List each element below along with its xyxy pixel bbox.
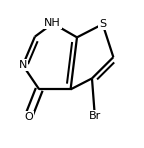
Text: N: N	[19, 60, 27, 70]
Text: S: S	[99, 19, 106, 29]
Text: NH: NH	[44, 18, 61, 28]
Text: O: O	[24, 111, 33, 122]
Text: Br: Br	[89, 111, 101, 121]
